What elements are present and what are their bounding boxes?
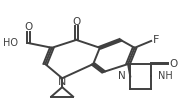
Text: N: N [118, 71, 126, 81]
Text: N: N [58, 77, 67, 87]
Text: O: O [24, 22, 32, 32]
Text: O: O [169, 58, 177, 69]
Text: F: F [153, 35, 160, 45]
Text: O: O [72, 16, 80, 27]
Text: HO: HO [3, 38, 18, 48]
Text: NH: NH [158, 71, 173, 81]
